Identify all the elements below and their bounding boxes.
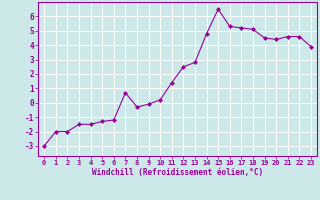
X-axis label: Windchill (Refroidissement éolien,°C): Windchill (Refroidissement éolien,°C) xyxy=(92,168,263,177)
